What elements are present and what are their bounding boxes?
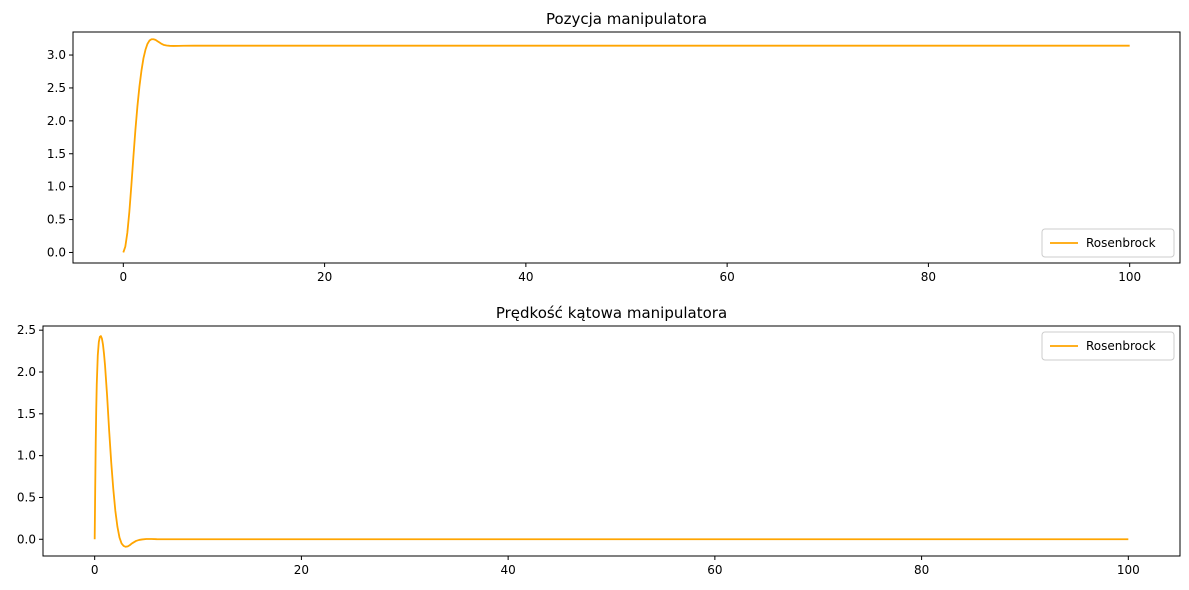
x-tick-label: 0: [119, 270, 127, 284]
x-tick-label: 20: [317, 270, 332, 284]
y-tick-label: 2.0: [17, 365, 36, 379]
y-tick-label: 1.5: [47, 147, 66, 161]
chart-angular-velocity: Prędkość kątowa manipulatora 0 20 40 60 80 100…: [17, 304, 1181, 577]
y-tick-label: 2.5: [17, 323, 36, 337]
x-tick-label: 60: [707, 563, 722, 577]
chart-position: Pozycja manipulatora 0 20 40 60 80 100 0.0 0.5 1.…: [47, 10, 1181, 284]
legend-label: Rosenbrock: [1086, 339, 1156, 353]
y-tick-label: 0.5: [17, 490, 36, 504]
y-tick-label: 1.5: [17, 407, 36, 421]
x-tick-label: 80: [921, 270, 936, 284]
legend: Rosenbrock: [1041, 331, 1175, 361]
x-tick-label: 100: [1118, 270, 1141, 284]
x-tick-label: 100: [1117, 563, 1140, 577]
x-tick-label: 20: [294, 563, 309, 577]
legend-box: [1041, 228, 1175, 258]
y-tick-label: 1.0: [47, 180, 66, 194]
y-tick-label: 3.0: [47, 48, 66, 62]
y-tick-label: 0.0: [17, 532, 36, 546]
y-tick-label: 0.0: [47, 245, 66, 259]
legend-box: [1041, 331, 1175, 361]
series-line-rosenbrock: [122, 38, 1130, 253]
y-tick-label: 2.0: [47, 114, 66, 128]
chart-title: Pozycja manipulatora: [546, 10, 707, 28]
legend: Rosenbrock: [1041, 228, 1175, 258]
x-tick-label: 0: [91, 563, 99, 577]
axes-frame: [72, 31, 1181, 264]
y-tick-label: 1.0: [17, 449, 36, 463]
legend-label: Rosenbrock: [1086, 236, 1156, 250]
x-tick-label: 40: [500, 563, 515, 577]
series-line-rosenbrock: [93, 335, 1129, 548]
x-tick-label: 40: [518, 270, 533, 284]
y-tick-label: 0.5: [47, 213, 66, 227]
axes-frame: [42, 325, 1181, 557]
x-tick-label: 80: [914, 563, 929, 577]
y-tick-label: 2.5: [47, 81, 66, 95]
x-tick-label: 60: [719, 270, 734, 284]
chart-title: Prędkość kątowa manipulatora: [496, 304, 727, 322]
